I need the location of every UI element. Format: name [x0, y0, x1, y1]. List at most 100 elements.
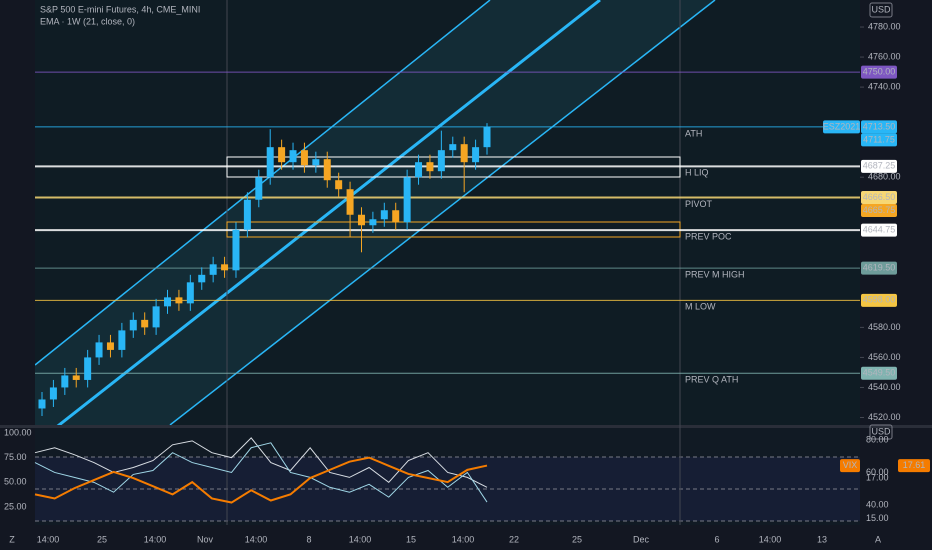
- candle-body: [129, 319, 137, 331]
- candle-body: [312, 159, 320, 166]
- price-label: 4713.50: [863, 121, 896, 131]
- candle-body: [289, 150, 297, 163]
- x-tick-label: Dec: [633, 534, 650, 544]
- price-label-box: [861, 133, 897, 147]
- y3-tick-label: 60.00: [866, 467, 889, 477]
- candle-body: [369, 219, 377, 226]
- symbol-label: ESZ2021: [823, 121, 861, 131]
- price-label: 4711.75: [863, 134, 895, 144]
- level-name: M LOW: [685, 302, 716, 312]
- candle-body: [483, 126, 491, 148]
- price-label-box: [861, 293, 897, 307]
- price-label: 4598.00: [863, 295, 896, 305]
- y2-tick-label: 15.00: [866, 513, 889, 523]
- candle-body: [300, 150, 308, 166]
- series-name-box: [840, 459, 860, 473]
- candle-body: [403, 177, 411, 223]
- x-tick-label: Nov: [197, 534, 214, 544]
- y-tick-label: 4760.00: [868, 51, 901, 61]
- indicator-line: [34, 442, 488, 503]
- symbol-box: [823, 120, 860, 134]
- y3-tick-label: 80.00: [866, 434, 889, 444]
- price-label: 4644.75: [863, 225, 896, 235]
- y-tick-label: 75.00: [4, 452, 27, 462]
- price-label: 4750.00: [863, 66, 896, 76]
- y-tick-label: 4680.00: [868, 172, 901, 182]
- candle-body: [49, 387, 57, 400]
- candle-body: [152, 306, 160, 328]
- price-label-box: [861, 223, 897, 237]
- candle-body: [84, 357, 92, 380]
- chart-title: S&P 500 E-mini Futures, 4h, CME_MINI: [40, 4, 200, 14]
- price-label: 4687.25: [863, 161, 896, 171]
- y-tick-label: 4580.00: [868, 322, 901, 332]
- currency[interactable]: USD: [871, 4, 891, 14]
- candle-body: [198, 274, 206, 283]
- x-tick-label: 13: [817, 534, 827, 544]
- last-value: 17.61: [903, 460, 926, 470]
- series-name: VIX: [843, 460, 858, 470]
- candle-body: [175, 297, 183, 304]
- y-tick-label: 4780.00: [868, 21, 901, 31]
- candle-body: [232, 229, 240, 271]
- currency[interactable]: USD: [871, 426, 891, 436]
- price-label-box: [861, 366, 897, 380]
- candle-body: [164, 297, 172, 307]
- candle-body: [221, 264, 229, 271]
- y-tick-label: 4740.00: [868, 81, 901, 91]
- candle-body: [61, 375, 69, 388]
- x-tick-label: 14:00: [349, 534, 372, 544]
- candle-body: [186, 282, 194, 304]
- x-tick-label: 14:00: [452, 534, 475, 544]
- channel-fill: [35, 0, 715, 425]
- candle-body: [449, 144, 457, 151]
- price-label: 4665.75: [863, 205, 896, 215]
- tool-icon[interactable]: Z: [9, 534, 15, 544]
- candle-body: [141, 319, 149, 328]
- y2-tick-label: 17.00: [866, 472, 889, 482]
- y-tick-label: 4520.00: [868, 412, 901, 422]
- price-label: 4549.50: [863, 368, 896, 378]
- candle-body: [266, 147, 274, 178]
- currency-box[interactable]: [869, 424, 893, 440]
- x-tick-label: 14:00: [144, 534, 167, 544]
- x-tick-label: 14:00: [245, 534, 268, 544]
- x-tick-label: 25: [572, 534, 582, 544]
- candle-body: [278, 147, 286, 163]
- x-tick-label: 25: [97, 534, 107, 544]
- indicator-line: [34, 437, 488, 488]
- candle-body: [243, 199, 251, 230]
- price-pane: [35, 0, 860, 425]
- x-tick-label: 14:00: [759, 534, 782, 544]
- level-name: H LIQ: [685, 168, 709, 178]
- indicator-line: [34, 456, 488, 504]
- price-label-box: [861, 261, 897, 275]
- channel-lower: [169, 0, 716, 425]
- candle-body: [415, 162, 423, 178]
- candle-body: [380, 210, 388, 220]
- candle-body: [335, 180, 343, 190]
- channel-middle: [56, 0, 601, 425]
- price-label: 4619.50: [863, 262, 896, 272]
- price-label-box: [861, 120, 897, 134]
- tool-icon[interactable]: A: [875, 534, 881, 544]
- candle-body: [118, 330, 126, 350]
- channel-upper: [35, 0, 491, 366]
- currency-box[interactable]: [869, 2, 893, 18]
- candle-body: [106, 342, 114, 350]
- candle-body: [323, 159, 331, 181]
- level-name: PREV M HIGH: [685, 269, 745, 279]
- y-tick-label: 100.00: [4, 427, 32, 437]
- x-tick-label: 6: [714, 534, 719, 544]
- candle-body: [95, 342, 103, 358]
- price-label-box: [861, 65, 897, 79]
- price-label-box: [861, 159, 897, 173]
- level-name: PREV POC: [685, 232, 732, 242]
- candle-body: [346, 189, 354, 215]
- x-tick-label: 22: [509, 534, 519, 544]
- candle-body: [209, 264, 217, 275]
- candle-body: [357, 214, 365, 226]
- last-value-box: [898, 459, 930, 473]
- channel: [35, 0, 716, 425]
